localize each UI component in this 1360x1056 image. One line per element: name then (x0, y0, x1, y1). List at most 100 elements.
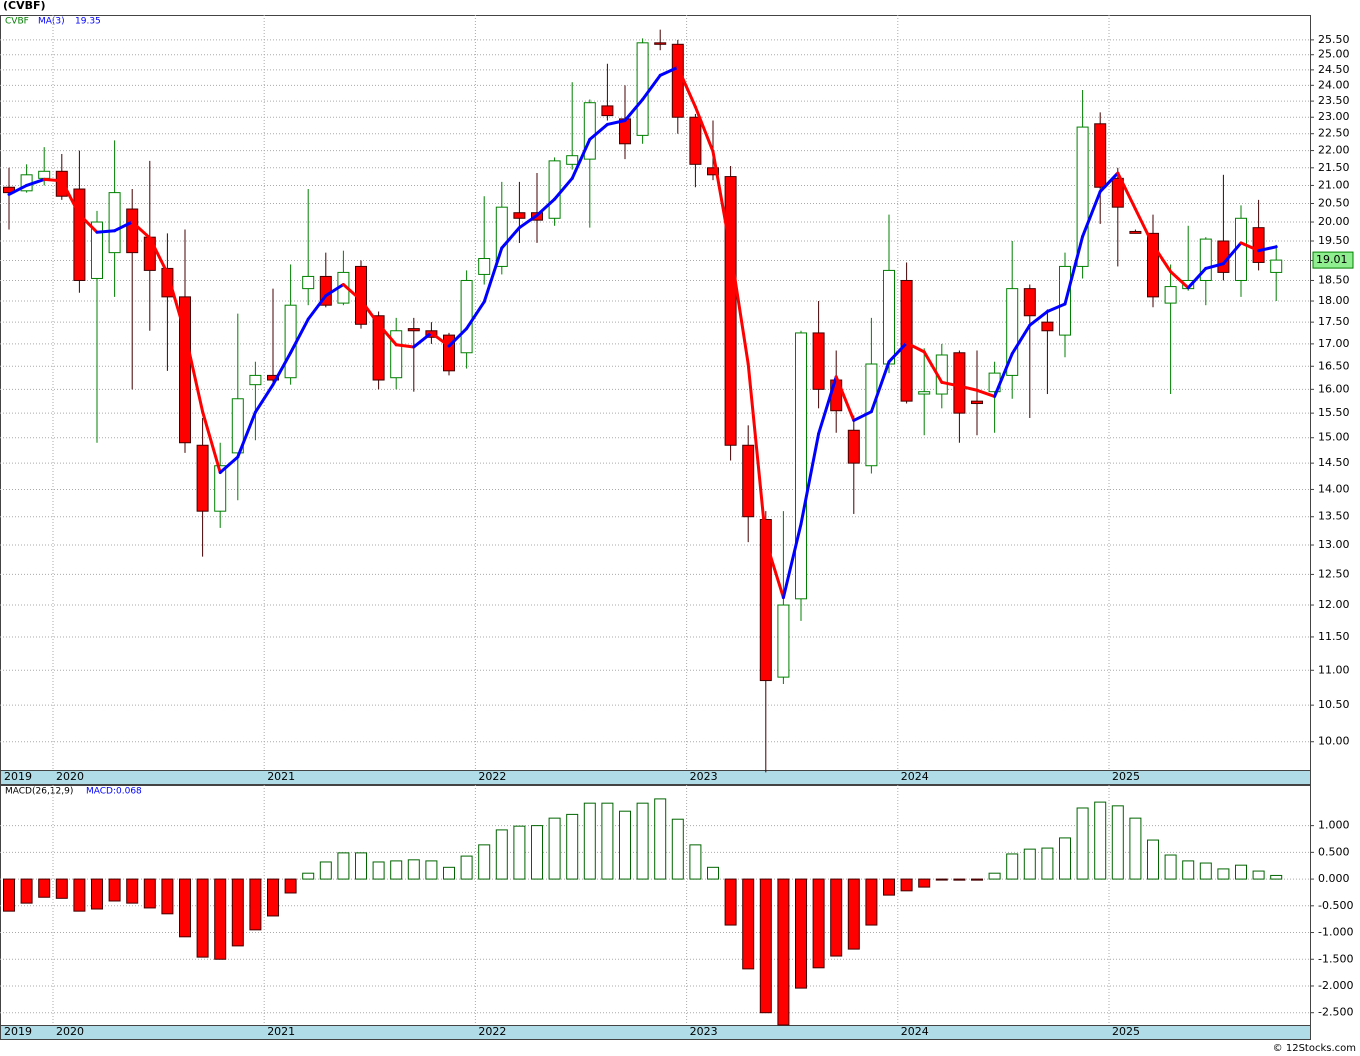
candle-body (601, 105, 614, 117)
ma-line (905, 341, 926, 354)
candle-body (583, 102, 596, 160)
candle-body (636, 42, 649, 136)
bar (1164, 854, 1177, 880)
bar (319, 861, 332, 880)
x-tick-label: 2024 (901, 1025, 929, 1038)
candle-body (953, 352, 966, 414)
bar (1129, 817, 1142, 880)
last-price-label: 19.01 (1316, 253, 1348, 266)
legend-entry: MA(3) (38, 17, 65, 27)
bar (443, 866, 455, 880)
y-tick-label: 23.00 (1318, 110, 1350, 123)
ma-line (834, 375, 856, 422)
candle-body (390, 330, 403, 379)
ma-line (113, 220, 134, 233)
bar (249, 878, 262, 931)
candle-body (495, 206, 508, 267)
candle-body (73, 188, 86, 281)
ma-line (429, 331, 451, 348)
ma-line (852, 410, 873, 422)
bar (830, 878, 843, 957)
ma-line (394, 343, 416, 349)
ma-line (641, 73, 662, 102)
bar (126, 878, 139, 904)
macd-title: MACD(26,12,9) (5, 787, 73, 797)
y-tick-label: 10.50 (1318, 698, 1350, 711)
y-tick-label: 24.00 (1318, 78, 1350, 91)
y-tick-label: 18.00 (1318, 294, 1350, 307)
bar (548, 817, 561, 880)
y-tick-label: 10.00 (1318, 735, 1350, 748)
bar (108, 878, 121, 902)
candle-body (460, 279, 473, 354)
x-tick-label: 2019 (4, 770, 32, 783)
ma-line (1063, 234, 1085, 306)
candle-body (143, 236, 156, 271)
bar (883, 878, 895, 896)
candle-body (548, 160, 561, 219)
candle-body (407, 328, 420, 332)
candle-body (1006, 288, 1019, 376)
bar (707, 866, 719, 880)
ma-line (553, 176, 574, 201)
candle-body (900, 279, 913, 402)
bar (1252, 870, 1265, 880)
y-tick-label: 21.50 (1318, 161, 1350, 174)
legend-value: 19.35 (75, 17, 101, 27)
bar (1023, 848, 1036, 880)
ma-line (60, 179, 81, 217)
chart-title: (CVBF) (3, 0, 46, 12)
bar (619, 810, 631, 880)
ma-line (1028, 310, 1049, 327)
ma-line (165, 271, 187, 335)
candle-body (918, 391, 931, 395)
bar (1182, 860, 1195, 880)
candle-body (883, 269, 895, 365)
ma-line (1151, 243, 1173, 274)
x-tick-label: 2022 (478, 1025, 506, 1038)
ma-line (306, 294, 328, 321)
candle-body (179, 296, 191, 444)
bar (900, 878, 913, 892)
bar (1059, 837, 1071, 880)
ma-line (517, 213, 539, 230)
y-tick-label: 14.00 (1318, 482, 1350, 495)
ma-line (711, 150, 733, 253)
ma-line (218, 455, 240, 475)
x-axis-band (0, 1025, 1311, 1040)
bar (495, 829, 508, 880)
x-tick-label: 2020 (56, 770, 84, 783)
bar (795, 878, 807, 989)
candle-body (759, 519, 772, 682)
bar (267, 878, 279, 917)
bar (654, 798, 667, 880)
candle-body (3, 186, 15, 194)
ma-line (1010, 323, 1032, 356)
ma-line (1204, 262, 1225, 270)
x-tick-label: 2021 (267, 1025, 295, 1038)
ma-line (1239, 241, 1261, 253)
bar (566, 813, 579, 880)
ma-line (289, 317, 310, 355)
bar (601, 802, 614, 880)
candle-body (689, 116, 702, 165)
y-tick-label: 13.00 (1318, 538, 1350, 551)
x-tick-label: 2022 (478, 770, 506, 783)
bar (20, 878, 33, 904)
x-tick-label: 2019 (4, 1025, 32, 1038)
x-tick-label: 2023 (690, 770, 718, 783)
bar (196, 878, 209, 958)
y-tick-label: -1.500 (1318, 952, 1353, 965)
y-tick-label: 24.50 (1318, 63, 1350, 76)
bar (337, 852, 350, 880)
candle-body (1094, 123, 1107, 188)
y-tick-label: 0.000 (1318, 872, 1350, 885)
y-tick-label: 22.00 (1318, 144, 1350, 157)
ma-line (7, 183, 29, 196)
candle-body (302, 275, 315, 290)
y-tick-label: 1.000 (1318, 819, 1350, 832)
bar (284, 878, 297, 894)
ma-line (1186, 266, 1208, 290)
ma-line (764, 539, 785, 600)
